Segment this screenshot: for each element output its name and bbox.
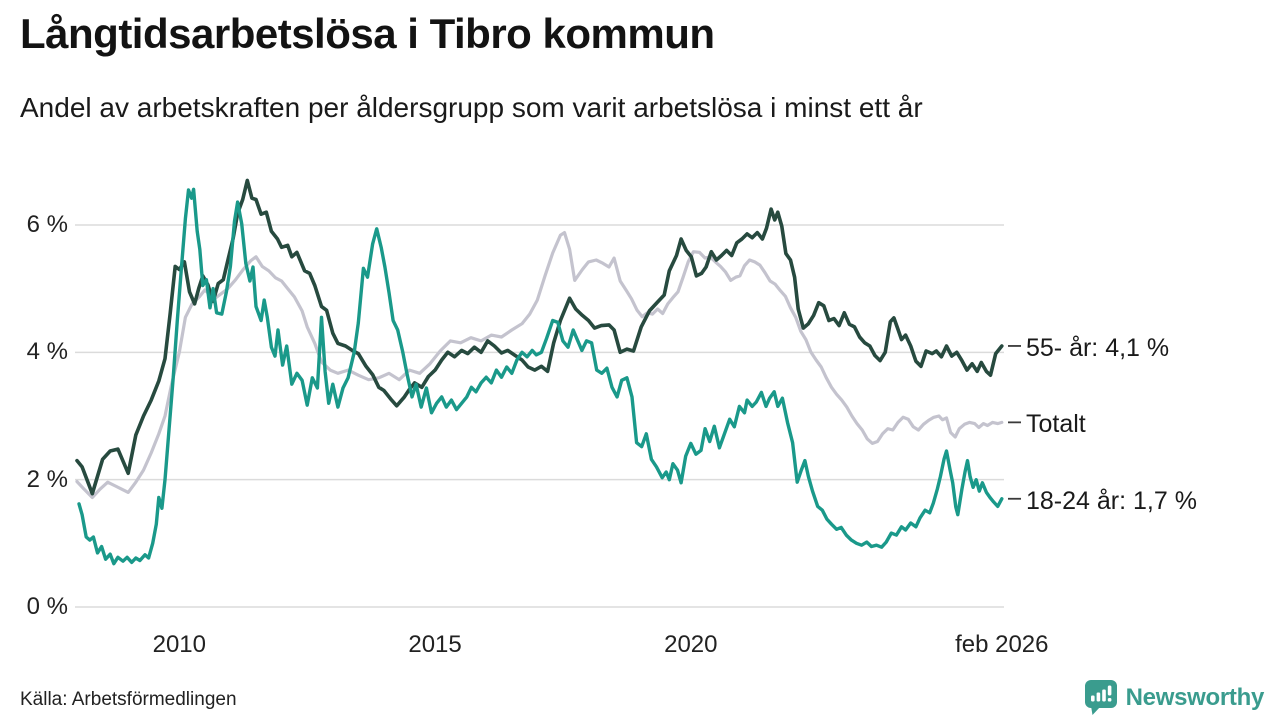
x-tick-label: feb 2026 xyxy=(955,631,1049,658)
series-line-18-24 år xyxy=(77,187,1004,566)
brand-name: Newsworthy xyxy=(1125,683,1265,711)
newsworthy-logo-icon xyxy=(1084,680,1117,715)
x-tick-label: 2010 xyxy=(152,631,206,658)
x-tick-label: 2015 xyxy=(408,631,462,658)
y-tick-label: 4 % xyxy=(26,338,68,366)
y-tick-label: 6 % xyxy=(26,210,68,238)
series-line-Totalt xyxy=(75,231,1004,500)
series-line-55- år xyxy=(75,178,1004,496)
page-title: Långtidsarbetslösa i Tibro kommun xyxy=(20,10,715,57)
series-end-label-totalt: Totalt xyxy=(1026,410,1086,439)
series-end-label-55-ar: 55- år: 4,1 % xyxy=(1026,333,1170,362)
y-tick-label: 2 % xyxy=(26,465,68,493)
source-note: Källa: Arbetsförmedlingen xyxy=(20,689,237,710)
newsworthy-brand: Newsworthy xyxy=(1084,679,1264,716)
series-end-label-18-24-ar: 18-24 år: 1,7 % xyxy=(1026,486,1197,515)
y-tick-label: 0 % xyxy=(26,593,68,620)
chart-subtitle: Andel av arbetskraften per åldersgrupp s… xyxy=(20,92,923,123)
x-tick-label: 2020 xyxy=(664,631,718,658)
